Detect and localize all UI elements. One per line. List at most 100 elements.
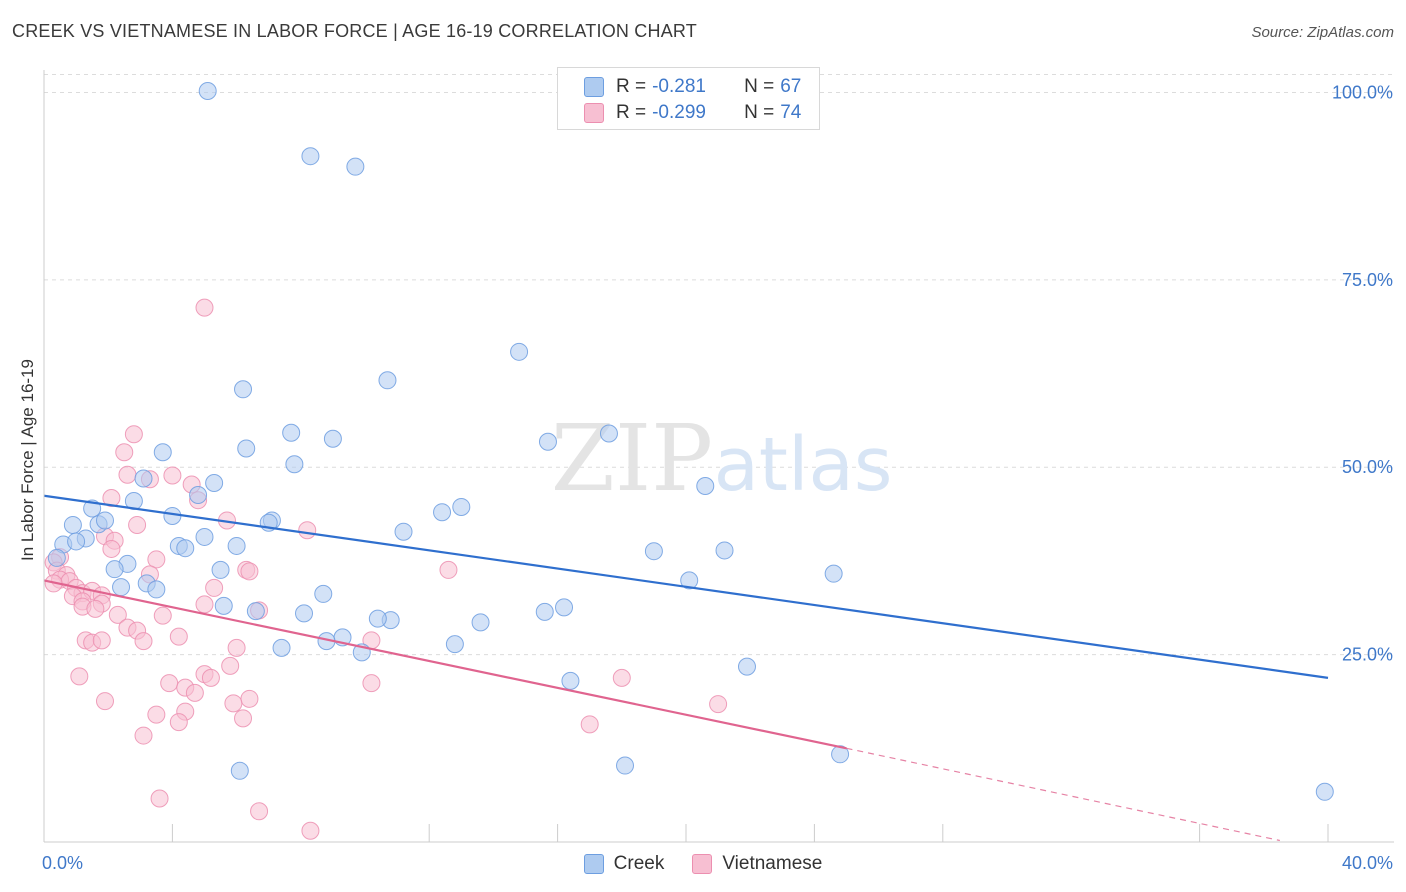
y-tick-label: 50.0% [1342, 457, 1393, 477]
vietnamese-point [118, 465, 137, 484]
creek-point [285, 455, 304, 474]
creek-point [163, 506, 182, 525]
creek-point [282, 423, 301, 442]
vietnamese-point [160, 674, 179, 693]
axis-layer: 25.0% 50.0% 75.0% 100.0% 0.0% 40.0% [42, 70, 1394, 873]
vietnamese-point [150, 789, 169, 808]
legend-label-creek: Creek [613, 853, 665, 874]
vietnamese-point [298, 521, 317, 540]
creek-point [234, 380, 253, 399]
creek-point [346, 157, 365, 176]
vietnamese-point [108, 605, 127, 624]
watermark-zip: ZIP [551, 405, 713, 512]
vietnamese-swatch [692, 854, 713, 874]
vietnamese-point [234, 709, 253, 728]
creek-point [301, 147, 320, 166]
creek-point [153, 443, 172, 462]
creek-point [1315, 782, 1334, 801]
r-label: R = [616, 76, 647, 97]
series-legend: Creek Vietnamese [0, 851, 1406, 877]
vietnamese-point [134, 632, 153, 651]
vietnamese-point [250, 802, 269, 821]
vietnamese-point [201, 668, 220, 687]
creek-point [680, 571, 699, 590]
creek-point [227, 536, 246, 555]
creek-point [323, 429, 342, 448]
creek-point [214, 596, 233, 615]
vietnamese-point [169, 627, 188, 646]
vietnamese-point [221, 656, 240, 675]
vietnamese-point [147, 550, 166, 569]
creek-point [831, 745, 850, 764]
vietnamese-point [240, 562, 259, 581]
creek-point [378, 371, 397, 390]
r-label: R = [616, 102, 647, 123]
vietnamese-point [240, 689, 259, 708]
n-label: N = [744, 102, 775, 123]
vietnamese-point [95, 692, 114, 711]
points-layer [44, 81, 1334, 840]
creek-point [368, 609, 387, 628]
vietnamese-point [124, 425, 143, 444]
y-tick-label: 75.0% [1342, 270, 1393, 290]
vietnamese-point [163, 466, 182, 485]
watermark-atlas: atlas [714, 422, 893, 508]
vietnamese-point [102, 539, 121, 558]
y-tick-label: 100.0% [1332, 82, 1393, 102]
creek-point [555, 598, 574, 617]
creek-point [715, 541, 734, 560]
x-tick-label-max: 40.0% [1342, 853, 1393, 873]
creek-point [445, 635, 464, 654]
vietnamese-point [92, 631, 111, 650]
vietnamese-point [185, 683, 204, 702]
creek-point [471, 613, 490, 632]
creek-point [211, 560, 230, 579]
creek-point [147, 580, 166, 599]
creek-trend-line [43, 494, 1329, 679]
stats-legend: R = -0.281 N = 67 R = -0.299 N = 74 [557, 67, 820, 130]
vietnamese-point [301, 821, 320, 840]
vietnamese-point [134, 726, 153, 745]
creek-point [696, 476, 715, 495]
creek-point [198, 81, 217, 100]
vietnamese-point [205, 578, 224, 597]
vietnamese-point [709, 695, 728, 714]
vietnamese-point [580, 715, 599, 734]
creek-point [205, 473, 224, 492]
vietnamese-point [362, 674, 381, 693]
n-value: 74 [780, 102, 802, 123]
legend-item-creek[interactable]: Creek [583, 853, 665, 875]
legend-item-vietnamese[interactable]: Vietnamese [692, 853, 822, 875]
vietnamese-point [227, 638, 246, 657]
creek-point [230, 761, 249, 780]
vietnamese-point [224, 694, 243, 713]
vietnamese-point [70, 667, 89, 686]
creek-point [195, 527, 214, 546]
vietnamese-trend-line [43, 579, 847, 750]
creek-point [561, 671, 580, 690]
creek-point [295, 604, 314, 623]
creek-point [824, 564, 843, 583]
stats-legend-row-vietnamese: R = -0.299 N = 74 [584, 100, 801, 126]
creek-swatch [583, 854, 604, 874]
vietnamese-point [102, 488, 121, 507]
creek-point [433, 503, 452, 522]
creek-point [538, 432, 557, 451]
vietnamese-point [115, 443, 134, 462]
y-tick-label: 25.0% [1342, 645, 1393, 665]
source-credit: Source: ZipAtlas.com [1251, 24, 1394, 41]
n-value: 67 [780, 76, 802, 97]
vietnamese-point [86, 599, 105, 618]
chart-title: CREEK VS VIETNAMESE IN LABOR FORCE | AGE… [12, 21, 697, 41]
creek-point [237, 439, 256, 458]
creek-point [737, 657, 756, 676]
vietnamese-point [195, 595, 214, 614]
trend-layer [43, 494, 1329, 842]
vietnamese-point [153, 606, 172, 625]
creek-point [67, 532, 86, 551]
creek-point [599, 424, 618, 443]
creek-point [95, 511, 114, 530]
creek-point [644, 542, 663, 561]
creek-point [47, 548, 66, 567]
